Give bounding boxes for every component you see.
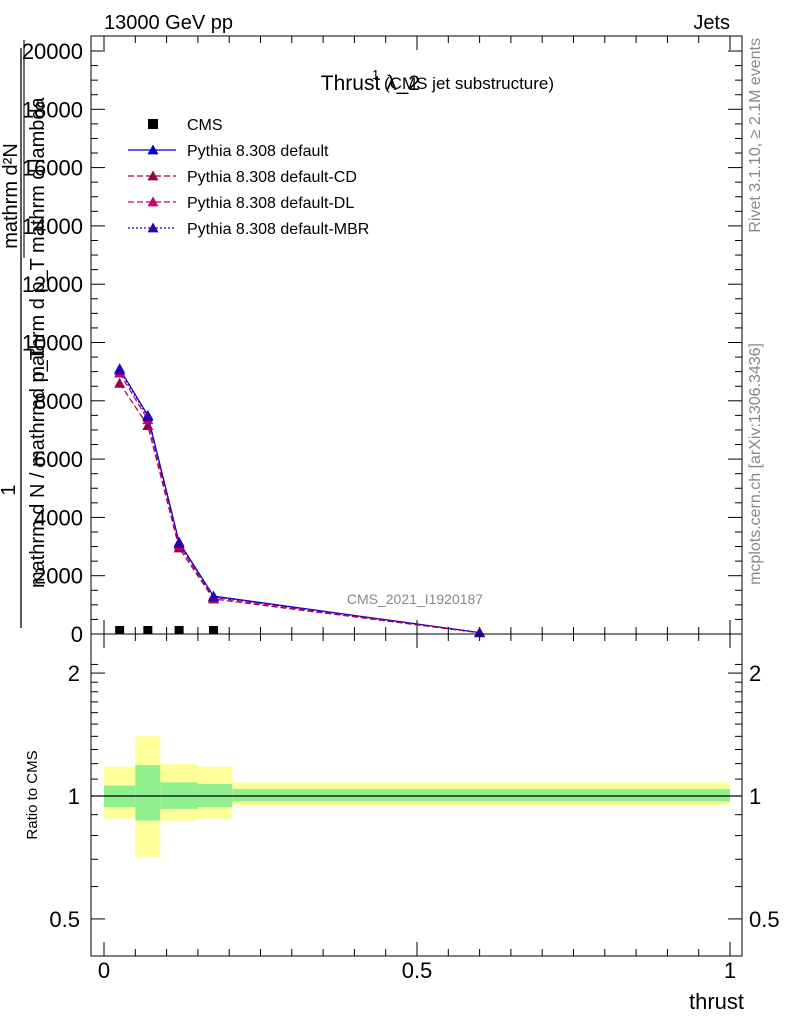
cms-points — [115, 626, 219, 634]
y-tick-label: 16000 — [22, 156, 83, 181]
ratio-y-tick-label-right: 0.5 — [749, 907, 780, 932]
y-tick-label: 4000 — [34, 505, 83, 530]
ratio-inner-band — [135, 765, 161, 821]
legend-label: Pythia 8.308 default-DL — [187, 195, 354, 212]
ratio-bands — [104, 736, 730, 857]
x-tick-label: 0.5 — [402, 958, 433, 983]
x-axis-label: thrust — [689, 989, 744, 1014]
ratio-y-tick-label-right: 1 — [749, 784, 761, 809]
analysis-watermark: CMS_2021_I1920187 — [347, 591, 483, 607]
ratio-y-ticks: 0.5 0.5 1 1 2 2 — [49, 661, 779, 932]
legend-marker — [147, 170, 159, 181]
series-marker — [114, 364, 126, 375]
ratio-y-tick-label: 1 — [68, 784, 80, 809]
series-marker — [142, 411, 154, 422]
cms-data-point — [143, 626, 153, 634]
y-label-top-denominator: mathrm d p_T mathrm d lambda — [27, 96, 49, 382]
main-series — [114, 363, 486, 638]
y-label-numerator: 1 — [0, 484, 20, 495]
legend-label: Pythia 8.308 default-CD — [187, 169, 357, 186]
legend-label: Pythia 8.308 default — [187, 143, 329, 160]
cms-data-point — [115, 626, 125, 634]
header-left: 13000 GeV pp — [104, 12, 233, 34]
y-tick-label: 8000 — [34, 389, 83, 414]
main-panel: 0 2000 4000 6000 8000 10000 12000 14000 16000 180… — [0, 35, 743, 647]
cms-data-point — [174, 626, 184, 634]
y-label-bottom: mathrm d N / mathrmd p_T — [27, 348, 49, 588]
y-tick-label: 6000 — [34, 447, 83, 472]
y-tick-label: 20000 — [22, 39, 83, 64]
y-label-top-numerator: mathrm d²N — [0, 143, 22, 249]
series-line — [119, 382, 480, 634]
plot-title: Thrust λ_2 — [321, 72, 420, 95]
x-tick-label: 0 — [98, 958, 110, 983]
main-x-ticks — [103, 36, 731, 634]
x-tick-label: 1 — [724, 958, 736, 983]
series-marker — [474, 627, 486, 638]
y-tick-label: 10000 — [22, 331, 83, 356]
ratio-inner-band — [232, 789, 730, 802]
y-tick-label: 12000 — [22, 272, 83, 297]
y-tick-label: 2000 — [34, 564, 83, 589]
ratio-y-label: Ratio to CMS — [24, 750, 41, 839]
ratio-y-tick-label: 2 — [68, 661, 80, 686]
header-right: Jets — [693, 12, 730, 34]
legend: CMS Pythia 8.308 default Pythia 8.308 defa… — [128, 117, 369, 238]
y-tick-label: 14000 — [22, 214, 83, 239]
legend-label: Pythia 8.308 default-MBR — [187, 221, 369, 238]
legend-marker — [148, 119, 158, 129]
ratio-y-tick-label: 0.5 — [49, 907, 80, 932]
ratio-x-ticks: 0 0.5 1 — [98, 634, 736, 983]
series-marker — [208, 591, 220, 602]
y-tick-label: 0 — [71, 622, 83, 647]
series-marker — [173, 538, 185, 549]
legend-marker — [147, 144, 159, 155]
cms-data-point — [209, 626, 219, 634]
main-y-ticks: 0 2000 4000 6000 8000 10000 12000 14000 16000 180… — [22, 39, 742, 647]
rivet-label: Rivet 3.1.10, ≥ 2.1M events — [747, 38, 764, 233]
legend-label: CMS — [187, 117, 223, 134]
legend-marker — [147, 196, 159, 207]
ratio-y-tick-label-right: 2 — [749, 661, 761, 686]
y-tick-label: 18000 — [22, 97, 83, 122]
series-marker — [114, 377, 126, 388]
mcplots-label: mcplots.cern.ch [arXiv:1306.3436] — [747, 343, 764, 585]
plot-subtitle: (CMS jet substructure) — [384, 74, 554, 93]
plot-title-superscript: 1 — [372, 67, 379, 82]
ratio-panel: 0.5 0.51 12 2 0 0.5 1 Ratio to CMS thrust — [24, 633, 780, 1014]
legend-marker — [147, 222, 159, 233]
